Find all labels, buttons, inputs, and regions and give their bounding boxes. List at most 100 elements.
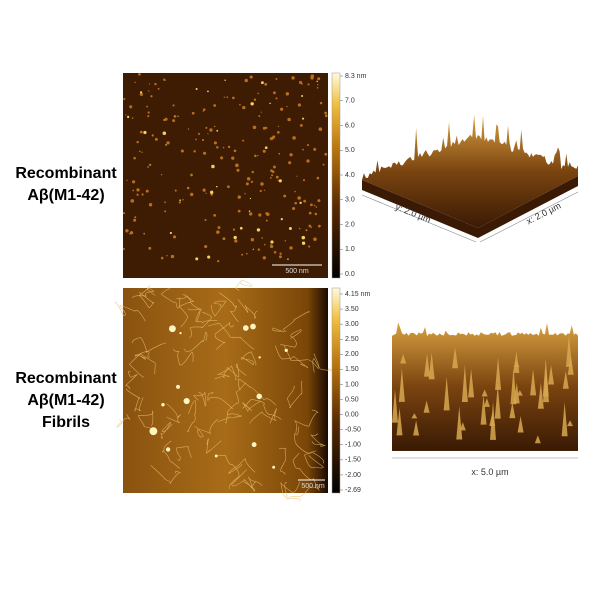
aggregate [214,454,218,458]
surface-peak [530,368,537,396]
particle [269,102,271,105]
fibril [207,323,255,350]
particle [232,96,235,100]
particle [165,144,167,146]
aggregate [161,402,165,407]
particle [213,214,217,217]
particle [166,141,170,145]
particle [275,77,278,80]
particle [289,153,293,157]
particle [148,90,150,92]
particle [201,138,205,142]
aggregate [149,427,158,436]
particle [250,180,254,183]
particle [197,132,201,135]
colorbar-tick-label: 2.50 [345,336,359,343]
colorbar-tick-label: 0.00 [345,411,359,418]
surface-peak [461,364,468,403]
fibril [183,331,208,353]
particle [125,229,129,233]
particle [209,128,213,132]
particle [151,134,154,137]
particle [315,206,318,208]
aggregate [179,331,182,335]
particle [302,148,304,151]
particle [306,159,310,163]
particle [253,98,257,101]
colorbar-tick-label: 6.0 [345,122,355,129]
particle [316,176,320,180]
colorbar-tick-label: 4.0 [345,172,355,179]
particle [222,146,225,149]
particle [250,102,254,106]
particle [130,199,135,203]
particle [125,114,127,116]
particle [141,151,143,153]
surface-peak [424,353,431,377]
axis-label: x: 5.0 µm [471,467,508,477]
row-label: Recombinant [15,370,117,387]
surface-peak [396,407,403,436]
particle [141,193,144,196]
fibril [160,288,181,309]
particle [205,192,207,195]
surface-peak [392,389,399,423]
particle [195,138,197,141]
particle [250,238,255,242]
particle [150,95,153,98]
particle [239,103,241,106]
surface-peak [561,402,568,437]
fibril [272,311,310,332]
particle [216,230,220,234]
particle [237,195,241,199]
particle [122,212,126,215]
particle [236,168,240,172]
fibril [150,465,181,484]
particle [237,209,241,213]
row-label: Aβ(M1-42) [27,392,104,409]
particle [263,189,266,191]
particle [288,226,292,231]
colorbar-tick-label: 0.0 [345,271,355,278]
surface-peak [480,394,487,425]
colorbar-tick-label: -0.50 [345,427,361,434]
colorbar-tick-label: 3.50 [345,306,359,313]
colorbar-tick-label: 8.3 nm [345,73,367,80]
particle [278,179,282,183]
fibril [240,351,257,366]
particle [271,174,274,177]
surface-peak [517,415,524,433]
particle [317,84,319,86]
particle [134,216,137,219]
particle [258,115,261,118]
particle [273,250,277,254]
particle [259,189,262,193]
particle [129,105,133,109]
particle [172,119,176,123]
aggregate [256,393,262,400]
particle [305,229,308,232]
particle [264,82,268,86]
fibril [249,408,278,424]
particle [287,117,291,122]
scale-bar-label: 500 nm [301,483,325,490]
particle [292,136,296,140]
particle [174,189,177,192]
fibril [231,469,256,492]
particle [133,156,136,160]
particle [310,203,313,207]
particle [258,213,262,217]
particle [280,218,283,221]
aggregate [165,447,171,452]
surface-peak [565,334,572,367]
particle [308,224,312,228]
particle [276,130,280,134]
fibril [292,452,320,491]
particle [205,126,208,129]
particle [195,257,199,261]
particle [256,228,261,232]
aggregate [176,384,180,389]
particle [213,141,217,145]
particle [216,185,218,188]
particle [207,133,209,135]
